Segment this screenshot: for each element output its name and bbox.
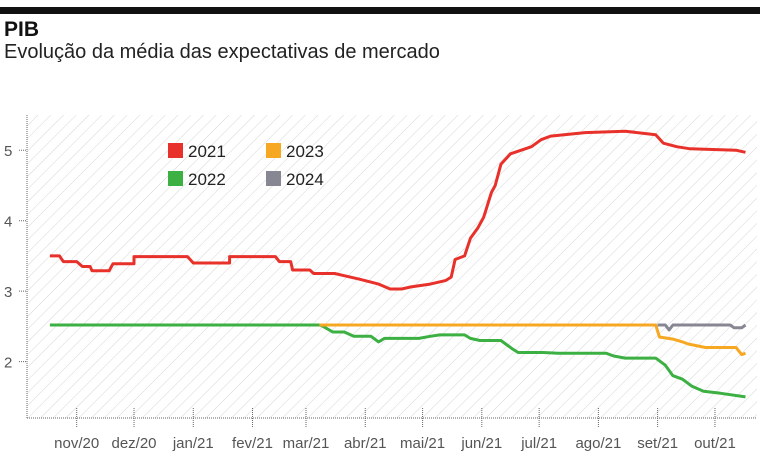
series-line-2022 bbox=[49, 323, 746, 399]
x-tick-label: abr/21 bbox=[344, 435, 387, 452]
x-tick-label: dez/20 bbox=[111, 435, 156, 452]
y-tick-label: 2 bbox=[4, 355, 12, 372]
series-line-2023 bbox=[319, 323, 747, 357]
plot-background bbox=[27, 115, 757, 418]
top-rule bbox=[0, 7, 760, 14]
legend-label-2021: 2021 bbox=[188, 142, 226, 161]
x-tick-label: ago/21 bbox=[575, 435, 621, 452]
legend-label-2024: 2024 bbox=[286, 170, 324, 189]
x-tick-label: jul/21 bbox=[520, 435, 557, 452]
y-tick-label: 4 bbox=[4, 214, 12, 231]
x-tick-label: mai/21 bbox=[400, 435, 445, 452]
legend-swatch-2023 bbox=[266, 143, 281, 158]
x-tick-label: jun/21 bbox=[460, 435, 502, 452]
x-tick-label: fev/21 bbox=[232, 435, 273, 452]
y-tick-label: 5 bbox=[4, 143, 12, 160]
x-tick-label: out/21 bbox=[694, 435, 736, 452]
x-tick-label: set/21 bbox=[637, 435, 678, 452]
series-line-2021 bbox=[49, 129, 746, 291]
y-tick-label: 3 bbox=[4, 284, 12, 301]
chart-subtitle: Evolução da média das expectativas de me… bbox=[4, 41, 440, 63]
chart-title: PIB bbox=[4, 18, 40, 41]
x-tick-label: mar/21 bbox=[283, 435, 330, 452]
x-tick-label: nov/20 bbox=[54, 435, 99, 452]
series-line-2024 bbox=[657, 323, 747, 332]
legend-swatch-2024 bbox=[266, 171, 281, 186]
legend-swatch-2021 bbox=[168, 143, 183, 158]
legend-label-2023: 2023 bbox=[286, 142, 324, 161]
legend-swatch-2022 bbox=[168, 171, 183, 186]
legend-label-2022: 2022 bbox=[188, 170, 226, 189]
x-tick-label: jan/21 bbox=[172, 435, 214, 452]
